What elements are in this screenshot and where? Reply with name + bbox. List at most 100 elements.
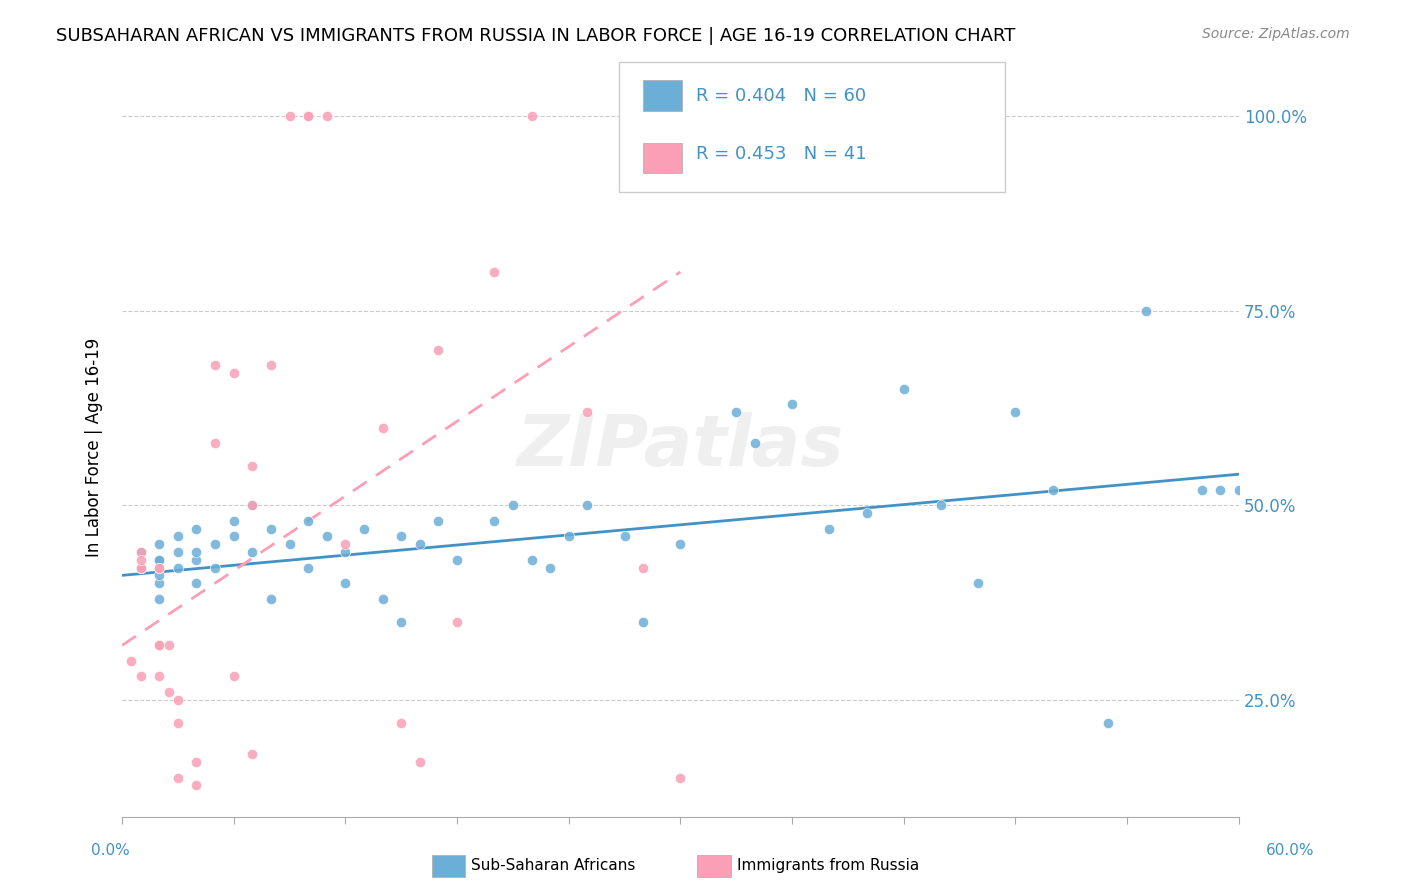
Point bbox=[389, 615, 412, 629]
Point bbox=[129, 560, 152, 574]
Point bbox=[669, 771, 692, 785]
Point bbox=[297, 514, 319, 528]
Point bbox=[148, 560, 170, 574]
Point bbox=[725, 405, 748, 419]
Point bbox=[520, 109, 543, 123]
Point bbox=[186, 545, 208, 559]
Point bbox=[818, 522, 841, 536]
Point bbox=[780, 397, 803, 411]
Point bbox=[297, 109, 319, 123]
Point bbox=[631, 560, 654, 574]
Point bbox=[129, 553, 152, 567]
Text: R = 0.404   N = 60: R = 0.404 N = 60 bbox=[696, 87, 866, 104]
Point bbox=[335, 537, 357, 551]
Point bbox=[148, 669, 170, 683]
Point bbox=[967, 576, 990, 591]
Point bbox=[222, 669, 245, 683]
Point bbox=[148, 553, 170, 567]
Text: Sub-Saharan Africans: Sub-Saharan Africans bbox=[471, 858, 636, 872]
Point bbox=[129, 669, 152, 683]
Point bbox=[893, 382, 915, 396]
Point bbox=[148, 553, 170, 567]
Point bbox=[1135, 303, 1157, 318]
Point bbox=[484, 265, 506, 279]
Point bbox=[409, 537, 432, 551]
Point bbox=[240, 499, 263, 513]
Point bbox=[186, 576, 208, 591]
Point bbox=[538, 560, 561, 574]
Point bbox=[157, 639, 180, 653]
Point bbox=[148, 591, 170, 606]
Point bbox=[1227, 483, 1250, 497]
Point bbox=[222, 366, 245, 380]
Text: SUBSAHARAN AFRICAN VS IMMIGRANTS FROM RUSSIA IN LABOR FORCE | AGE 16-19 CORRELAT: SUBSAHARAN AFRICAN VS IMMIGRANTS FROM RU… bbox=[56, 27, 1015, 45]
Point bbox=[520, 553, 543, 567]
Point bbox=[446, 615, 468, 629]
Point bbox=[129, 545, 152, 559]
Point bbox=[855, 506, 877, 520]
Point bbox=[260, 359, 283, 373]
Point bbox=[315, 529, 337, 543]
Text: 60.0%: 60.0% bbox=[1267, 843, 1315, 858]
Point bbox=[167, 693, 190, 707]
Point bbox=[222, 529, 245, 543]
Point bbox=[204, 359, 226, 373]
Point bbox=[204, 436, 226, 450]
Point bbox=[1004, 405, 1026, 419]
Point bbox=[148, 568, 170, 582]
Point bbox=[446, 553, 468, 567]
Point bbox=[186, 522, 208, 536]
Point bbox=[260, 522, 283, 536]
Point bbox=[576, 499, 599, 513]
Point bbox=[278, 109, 301, 123]
Text: Source: ZipAtlas.com: Source: ZipAtlas.com bbox=[1202, 27, 1350, 41]
Point bbox=[148, 639, 170, 653]
Point bbox=[260, 591, 283, 606]
Point bbox=[335, 545, 357, 559]
Point bbox=[558, 529, 581, 543]
Point bbox=[222, 514, 245, 528]
Point bbox=[371, 420, 394, 434]
Y-axis label: In Labor Force | Age 16-19: In Labor Force | Age 16-19 bbox=[86, 337, 103, 557]
Point bbox=[371, 591, 394, 606]
Point bbox=[353, 522, 375, 536]
Point bbox=[148, 639, 170, 653]
Point bbox=[148, 537, 170, 551]
Point bbox=[297, 560, 319, 574]
Point bbox=[278, 537, 301, 551]
Point bbox=[167, 545, 190, 559]
Point bbox=[129, 560, 152, 574]
Point bbox=[576, 405, 599, 419]
Point bbox=[167, 560, 190, 574]
Point bbox=[167, 771, 190, 785]
Point bbox=[427, 514, 450, 528]
Point bbox=[484, 514, 506, 528]
Point bbox=[240, 747, 263, 762]
Point bbox=[129, 560, 152, 574]
Point bbox=[120, 654, 142, 668]
Point bbox=[427, 343, 450, 357]
Point bbox=[502, 499, 524, 513]
Point bbox=[148, 576, 170, 591]
Point bbox=[129, 545, 152, 559]
Point bbox=[186, 553, 208, 567]
Point bbox=[315, 109, 337, 123]
Text: 0.0%: 0.0% bbox=[91, 843, 131, 858]
Point bbox=[335, 576, 357, 591]
Point bbox=[157, 685, 180, 699]
Point bbox=[204, 537, 226, 551]
Point bbox=[148, 560, 170, 574]
Point bbox=[1209, 483, 1232, 497]
Text: Immigrants from Russia: Immigrants from Russia bbox=[737, 858, 920, 872]
Point bbox=[186, 779, 208, 793]
Point bbox=[409, 755, 432, 769]
Point bbox=[389, 529, 412, 543]
Point bbox=[167, 529, 190, 543]
Point bbox=[613, 529, 636, 543]
Point bbox=[389, 716, 412, 731]
Text: ZIPatlas: ZIPatlas bbox=[517, 412, 844, 482]
Point bbox=[1042, 483, 1064, 497]
Point bbox=[1191, 483, 1213, 497]
Point bbox=[240, 459, 263, 474]
Point bbox=[1097, 716, 1119, 731]
